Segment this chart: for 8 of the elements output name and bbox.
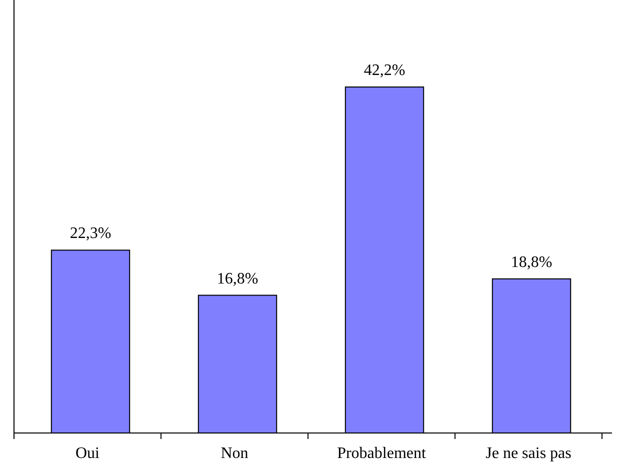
data-label: 22,3% [70, 225, 112, 242]
x-tick-label: Non [220, 445, 248, 462]
data-label: 18,8% [510, 254, 552, 271]
x-tick-label: Probablement [337, 445, 426, 462]
data-label: 16,8% [216, 270, 258, 288]
x-tick-label: Je ne sais pas [486, 445, 572, 462]
data-label: 42,2% [364, 62, 406, 79]
x-tick-label: Oui [76, 445, 100, 462]
